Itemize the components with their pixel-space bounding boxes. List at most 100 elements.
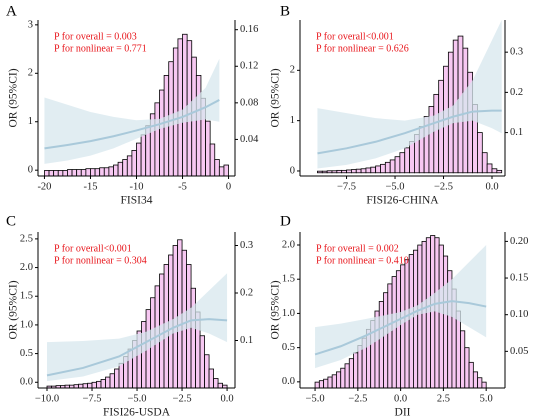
annotation: P for nonlinear = 0.410 (316, 255, 409, 266)
panel-label: D (280, 213, 291, 229)
bar (327, 376, 333, 389)
bar (44, 170, 50, 177)
bar (336, 371, 342, 389)
y-tick-label: 0.5 (282, 342, 295, 353)
y-tick-label: 1.5 (282, 274, 295, 285)
x-tick-label: −7.5 (82, 393, 101, 404)
bar (100, 379, 106, 389)
y-tick-label: 2 (28, 68, 33, 79)
y-tick-label: 2.5 (20, 233, 33, 244)
bar (383, 292, 389, 389)
bar (417, 244, 423, 389)
y2-tick-label: 0.1 (240, 335, 253, 346)
bar (472, 371, 479, 389)
bar (477, 132, 483, 174)
panel: −7.5 −5.0 −2.5 0.0 0 1 2 0.1 0.2 0.3 FISI26-CHINA O… (270, 3, 523, 206)
bar (321, 170, 328, 174)
bar (85, 168, 91, 177)
bar (94, 168, 101, 177)
bar (96, 380, 102, 389)
bar (204, 354, 210, 389)
bar (208, 368, 214, 389)
bar (318, 380, 325, 389)
bar (442, 255, 449, 389)
y-tick-label: 0 (290, 165, 295, 176)
bar (409, 141, 415, 174)
bar (223, 164, 229, 177)
y-tick-label: 0.5 (20, 348, 33, 359)
annotation: P for overall = 0.003 (54, 31, 137, 42)
y2-tick-label: 0.1 (510, 127, 523, 138)
bar (486, 163, 493, 174)
panel: −10.0 −7.5 −5.0 −2.5 0.0 0.0 0.5 1.0 1.5 2.0 2.5 0.… (6, 213, 253, 417)
y-tick-label: 1.0 (282, 308, 295, 319)
bar (468, 361, 474, 389)
bar (481, 152, 488, 174)
bar (404, 147, 410, 174)
bar (331, 170, 338, 174)
y-tick-label: 3 (28, 19, 33, 30)
bar (353, 352, 359, 389)
bar (413, 249, 419, 389)
bar (199, 335, 205, 389)
x-tick-label: -5 (178, 181, 187, 192)
bar (105, 376, 111, 389)
x-tick-label: 0.0 (221, 393, 234, 404)
bar (375, 165, 381, 174)
annotation: P for overall<0.001 (316, 31, 394, 42)
annotation: P for nonlinear = 0.771 (54, 43, 147, 54)
bar (477, 377, 483, 389)
bar (71, 169, 78, 177)
bar (323, 378, 329, 389)
x-tick-label: 0.0 (485, 181, 498, 192)
bar (350, 169, 357, 174)
x-tick-label: 0 (226, 181, 231, 192)
bar (159, 89, 165, 177)
bar (317, 170, 323, 174)
y2-tick-label: 0.16 (240, 24, 258, 35)
x-tick-label: −2.5 (173, 393, 192, 404)
x-axis-label: FISI26-CHINA (366, 195, 439, 207)
ci-band (47, 273, 228, 382)
bar (341, 169, 347, 174)
x-tick-label: −5.0 (128, 393, 147, 404)
bar (395, 270, 402, 389)
bar (438, 244, 444, 389)
or-curve (44, 99, 220, 150)
bar (136, 142, 142, 177)
x-tick-label: 0.0 (394, 393, 407, 404)
x-tick-label: −7.5 (337, 181, 356, 192)
bar (217, 382, 223, 389)
bar (113, 164, 119, 177)
bar (421, 240, 427, 389)
x-axis-label: FISI34 (121, 195, 153, 207)
bar (62, 170, 68, 177)
bar (455, 310, 461, 389)
x-tick-label: −10.0 (35, 393, 59, 404)
bar (336, 169, 343, 174)
bar (209, 143, 216, 177)
panel-label: C (6, 213, 16, 229)
y-tick-label: 1 (28, 116, 33, 127)
bar (433, 93, 440, 174)
bar (370, 166, 377, 174)
or-curve (317, 109, 502, 155)
y2-tick-label: 0.2 (240, 287, 253, 298)
bar (108, 166, 114, 177)
y2-tick-label: 0.10 (510, 309, 528, 320)
bar (460, 330, 466, 389)
bar (434, 237, 440, 389)
bar (48, 170, 55, 177)
bar (481, 381, 487, 389)
y-axis-label: OR (95%CI) (270, 280, 282, 339)
annotation: P for nonlinear = 0.626 (316, 43, 409, 54)
y2-tick-label: 0.3 (240, 240, 253, 251)
bar (57, 170, 64, 177)
bar (348, 358, 354, 389)
bar (380, 163, 386, 174)
bar (355, 168, 362, 174)
or-curve (314, 300, 487, 356)
bar (331, 374, 337, 389)
y-axis-label: OR (95%CI) (8, 68, 20, 127)
